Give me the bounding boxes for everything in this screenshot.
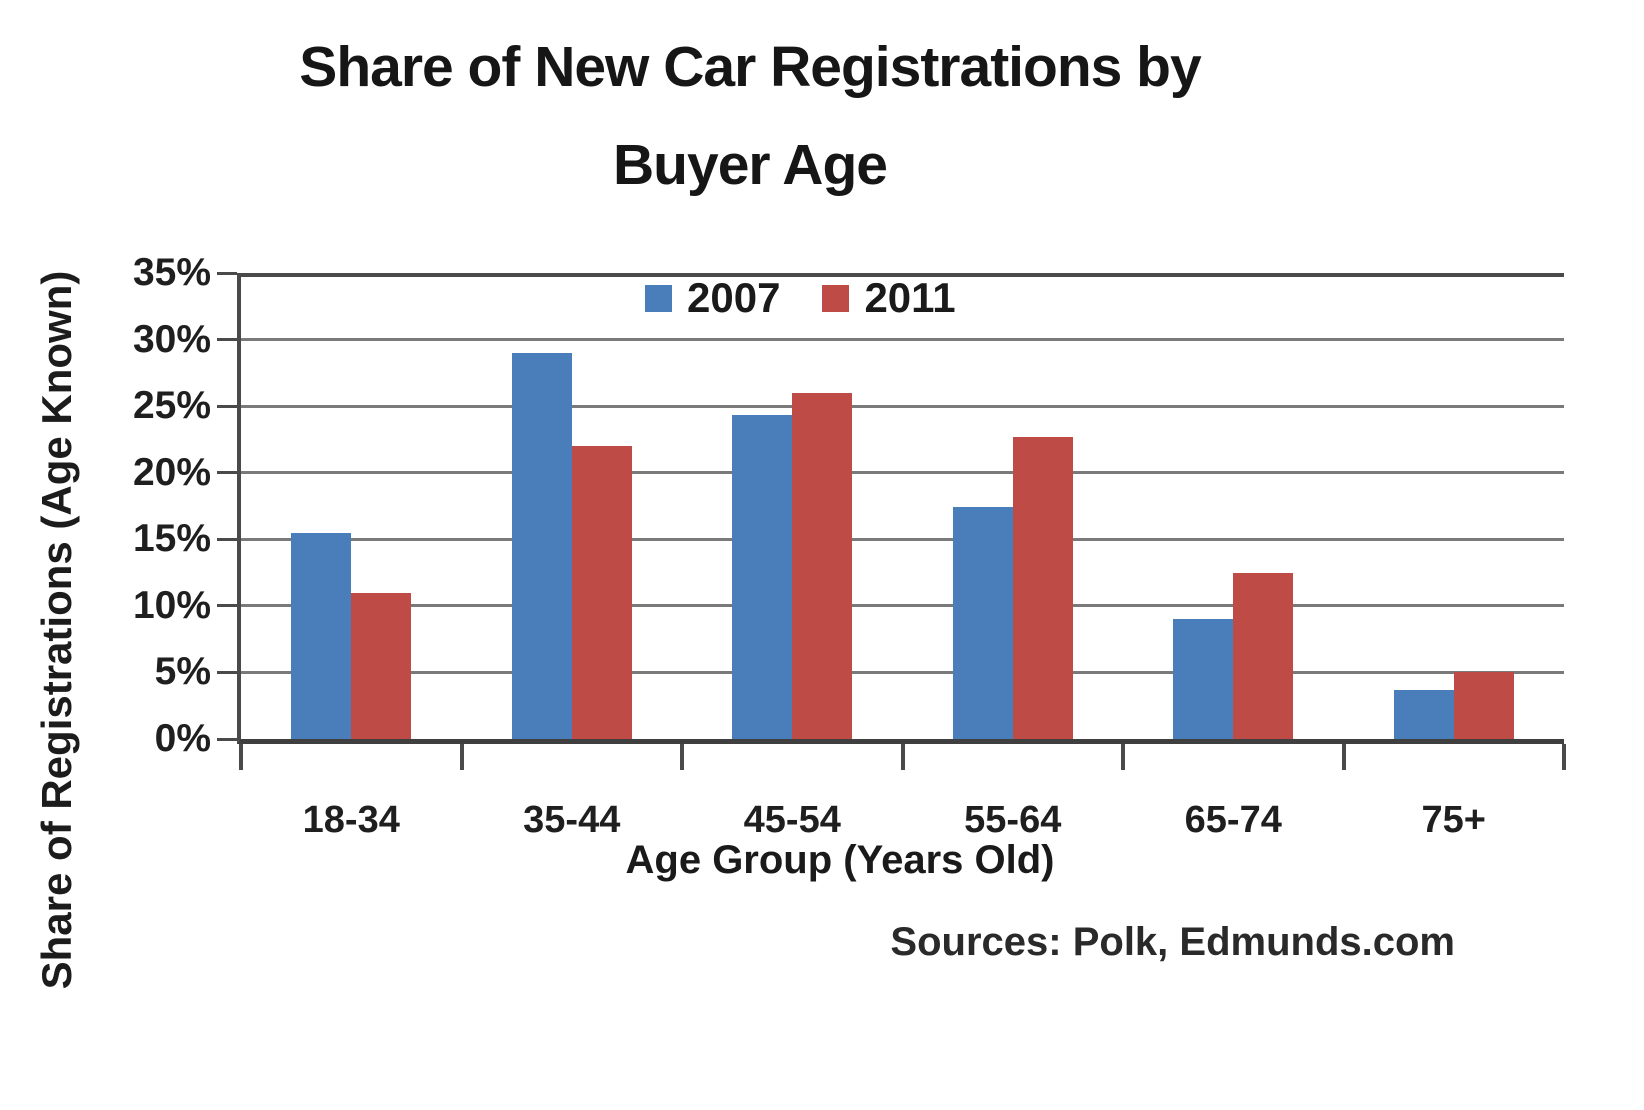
y-tick-label-5%: 5%	[154, 650, 211, 694]
gridline-20%	[241, 471, 1564, 475]
x-tick-label-65-74: 65-74	[1184, 799, 1282, 841]
bar-2007-75+	[1393, 689, 1454, 739]
chart-title-line-1: Share of New Car Registrations by	[299, 35, 1201, 99]
y-tick-label-15%: 15%	[132, 517, 211, 561]
y-tick-15%	[217, 537, 237, 541]
bar-2007-45-54	[732, 415, 793, 739]
legend-label-2011: 2011	[864, 274, 956, 321]
x-tick-2	[680, 744, 684, 770]
gridline-25%	[241, 404, 1564, 408]
gridline-5%	[241, 670, 1564, 674]
bar-2011-55-64	[1012, 436, 1073, 739]
bar-2011-35-44	[571, 446, 632, 739]
legend: 2007 2011	[645, 274, 956, 322]
y-tick-label-30%: 30%	[132, 317, 211, 361]
y-tick-0%	[217, 737, 237, 741]
legend-swatch-2011	[822, 284, 850, 312]
x-tick-5	[1341, 744, 1346, 770]
y-tick-35%	[217, 271, 237, 275]
x-tick-label-45-54: 45-54	[743, 799, 841, 841]
y-tick-25%	[217, 404, 237, 408]
x-tick-0	[239, 744, 243, 770]
chart-title: Share of New Car Registrations by Buyer …	[0, 18, 1500, 214]
y-tick-label-0%: 0%	[154, 717, 211, 760]
y-tick-10%	[217, 604, 237, 608]
x-tick-3	[900, 744, 905, 770]
x-tick-label-75+: 75+	[1421, 799, 1486, 841]
bar-2007-65-74	[1173, 619, 1234, 739]
y-tick-label-35%: 35%	[132, 251, 211, 294]
bar-2011-75+	[1453, 672, 1514, 739]
y-tick-20%	[217, 471, 237, 475]
gridline-30%	[241, 338, 1564, 342]
x-tick-4	[1121, 744, 1125, 770]
source-note: Sources: Polk, Edmunds.com	[890, 920, 1455, 964]
chart-title-line-2: Buyer Age	[613, 133, 888, 197]
x-tick-label-18-34: 18-34	[302, 799, 400, 841]
x-tick-label-35-44: 35-44	[523, 799, 621, 841]
legend-label-2007: 2007	[687, 274, 781, 321]
legend-item-2011: 2011	[822, 274, 956, 322]
bar-2011-18-34	[351, 592, 412, 739]
bar-2007-18-34	[291, 532, 352, 739]
bar-2007-55-64	[952, 507, 1013, 739]
y-tick-30%	[217, 338, 237, 342]
y-tick-label-20%: 20%	[132, 450, 211, 494]
gridline-35%	[241, 273, 1564, 277]
legend-item-2007: 2007	[645, 274, 780, 322]
y-tick-label-25%: 25%	[132, 384, 211, 428]
y-tick-5%	[217, 670, 237, 674]
x-axis-title: Age Group (Years Old)	[625, 838, 1055, 882]
bar-2011-65-74	[1233, 572, 1294, 739]
x-tick-6	[1562, 744, 1566, 770]
y-tick-label-10%: 10%	[132, 583, 211, 627]
bar-2007-35-44	[511, 352, 572, 739]
x-tick-label-55-64: 55-64	[964, 799, 1062, 841]
legend-swatch-2007	[645, 284, 672, 312]
bar-2011-45-54	[792, 392, 853, 739]
plot-area: 0% 5% 10% 15% 20% 25% 30% 35% 18-34 35-44 45-54 55-…	[133, 251, 1566, 841]
x-tick-1	[459, 744, 464, 770]
gridline-15%	[241, 537, 1564, 541]
gridline-10%	[241, 604, 1564, 608]
